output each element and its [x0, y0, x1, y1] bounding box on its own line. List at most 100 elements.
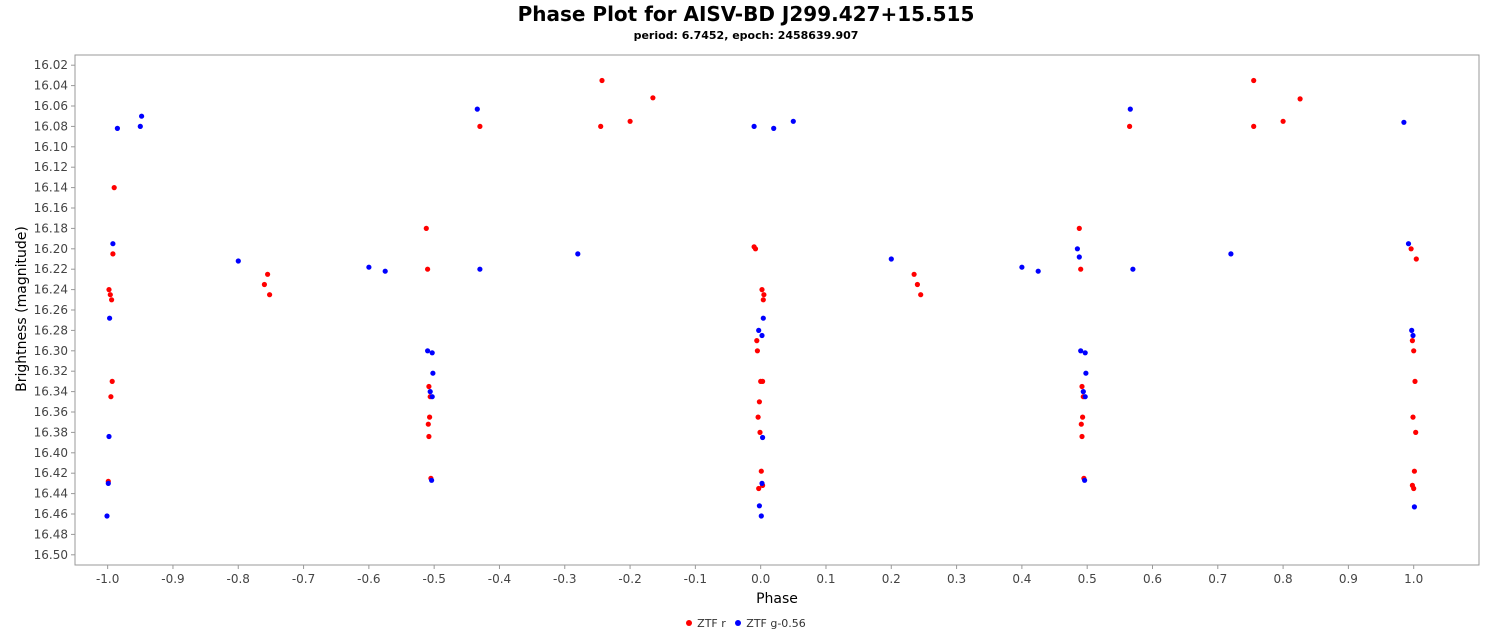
y-tick-label: 16.32 [34, 364, 68, 378]
point-ztf-g [427, 389, 433, 395]
x-tick-label: 0.4 [1012, 572, 1031, 586]
x-tick-label: -0.2 [618, 572, 641, 586]
x-tick-label: -0.3 [553, 572, 576, 586]
point-ztf-r [1409, 338, 1415, 344]
point-ztf-r [267, 292, 273, 298]
point-ztf-g [1083, 370, 1089, 376]
chart-title: Phase Plot for AISV-BD J299.427+15.515 [517, 2, 975, 26]
point-ztf-g [1082, 394, 1088, 400]
y-tick-label: 16.30 [34, 344, 68, 358]
point-ztf-r [425, 266, 431, 272]
point-ztf-r [426, 433, 432, 440]
point-ztf-g [771, 125, 777, 131]
y-axis: 16.02 16.04 16.06 16.08 16.10 16.12 16.14 16.16… [34, 58, 75, 562]
point-ztf-r [1411, 485, 1417, 492]
point-ztf-g [382, 268, 388, 274]
point-ztf-r [758, 468, 764, 474]
point-ztf-r [423, 225, 429, 231]
y-tick-label: 16.02 [34, 58, 68, 72]
point-ztf-g [1130, 266, 1136, 272]
point-ztf-g [1228, 251, 1234, 257]
point-ztf-r [1408, 246, 1414, 252]
y-tick-label: 16.42 [34, 466, 68, 480]
point-ztf-g [429, 350, 435, 356]
x-tick-label: -0.7 [292, 572, 315, 586]
point-ztf-g [425, 348, 431, 354]
point-ztf-g [1401, 119, 1407, 125]
point-ztf-r [1413, 256, 1419, 262]
y-tick-label: 16.22 [34, 262, 68, 276]
x-tick-label: 0.6 [1143, 572, 1162, 586]
y-tick-label: 16.50 [34, 548, 68, 562]
point-ztf-r [110, 251, 116, 257]
point-ztf-r [427, 414, 433, 420]
point-ztf-g [758, 513, 764, 519]
point-ztf-r [107, 292, 113, 298]
point-ztf-g [1035, 268, 1041, 274]
y-tick-label: 16.20 [34, 242, 68, 256]
point-ztf-g [474, 106, 480, 112]
legend-item-ztf-g: ZTF g-0.56 [735, 617, 806, 630]
point-ztf-r [106, 287, 112, 293]
point-ztf-r [761, 292, 767, 298]
plot-area [74, 54, 1480, 566]
point-ztf-r [755, 414, 761, 420]
point-ztf-r [477, 123, 483, 129]
y-axis-label: Brightness (magnitude) [14, 226, 30, 392]
legend: ZTF r ZTF g-0.56 [0, 617, 1492, 630]
point-ztf-r [757, 429, 763, 435]
point-ztf-r [1080, 414, 1086, 420]
point-ztf-g [1076, 254, 1082, 260]
point-ztf-r [425, 421, 431, 427]
point-ztf-r [261, 281, 267, 288]
x-tick-label: 0.9 [1339, 572, 1358, 586]
point-ztf-r [650, 95, 656, 101]
point-ztf-r [1079, 433, 1085, 440]
y-tick-label: 16.10 [34, 140, 68, 154]
y-tick-label: 16.06 [34, 99, 68, 113]
y-tick-label: 16.26 [34, 303, 68, 317]
point-ztf-g [114, 125, 120, 131]
point-ztf-g [104, 513, 110, 519]
y-tick-label: 16.08 [34, 119, 68, 133]
y-tick-label: 16.44 [34, 487, 68, 501]
x-tick-label: 0.5 [1078, 572, 1097, 586]
y-tick-label: 16.34 [34, 385, 68, 399]
point-ztf-r [911, 271, 917, 277]
point-ztf-g [477, 266, 483, 272]
x-tick-label: -0.1 [684, 572, 707, 586]
point-ztf-g [366, 264, 372, 270]
x-tick-label: 0.3 [947, 572, 966, 586]
x-tick-label: -1.0 [96, 572, 119, 586]
y-tick-label: 16.14 [34, 181, 68, 195]
x-tick-label: -0.9 [161, 572, 184, 586]
point-ztf-r [1280, 118, 1286, 124]
point-ztf-g [107, 315, 113, 321]
y-tick-label: 16.18 [34, 221, 68, 235]
point-ztf-r [754, 338, 760, 344]
point-ztf-r [265, 271, 271, 277]
y-tick-label: 16.24 [34, 283, 68, 297]
x-axis: -1.0 -0.9 -0.8 -0.7 -0.6 -0.5 -0.4 -0.3 -0.2 -0.1… [96, 565, 1423, 586]
point-ztf-r [918, 292, 924, 298]
point-ztf-g [756, 503, 763, 509]
legend-label-ztf-r: ZTF r [697, 617, 726, 630]
point-ztf-g [429, 477, 435, 483]
point-ztf-r [754, 348, 761, 354]
legend-label-ztf-g: ZTF g-0.56 [746, 617, 806, 630]
y-tick-label: 16.48 [34, 527, 68, 541]
point-ztf-g [139, 113, 145, 119]
legend-item-ztf-r: ZTF r [686, 617, 726, 630]
point-ztf-r [1078, 421, 1084, 427]
y-tick-label: 16.12 [34, 160, 68, 174]
point-ztf-g [1080, 389, 1086, 395]
x-tick-label: 1.0 [1404, 572, 1423, 586]
chart-subtitle: period: 6.7452, epoch: 2458639.907 [633, 29, 859, 42]
point-ztf-g [1078, 348, 1084, 354]
x-tick-label: 0.0 [751, 572, 770, 586]
point-ztf-r [756, 485, 762, 492]
point-ztf-g [759, 480, 765, 486]
point-ztf-g [110, 241, 116, 247]
point-ztf-r [751, 244, 757, 250]
